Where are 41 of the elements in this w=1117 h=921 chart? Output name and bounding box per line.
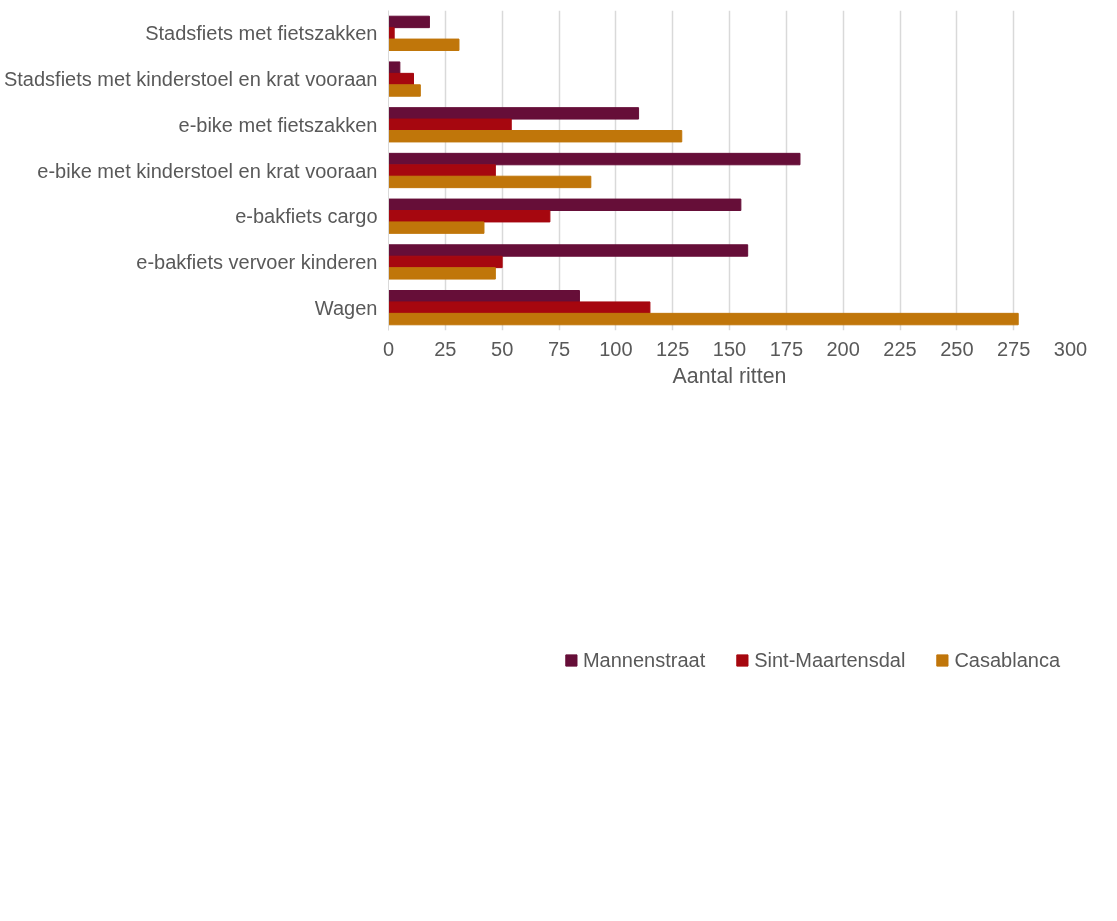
bar [388,38,460,51]
x-tick-label: 275 [996,337,1031,360]
legend-label: Sint-Maartensdal [754,648,906,672]
x-tick-label: 50 [491,337,514,360]
bar [388,198,742,211]
x-tick-label: 300 [1053,337,1088,360]
x-tick-label: 125 [655,337,690,360]
bar [388,130,683,143]
x-tick-label: 250 [940,337,974,360]
bar [388,221,485,234]
bar [388,164,496,177]
x-tick-label: 75 [547,337,571,360]
bar [388,107,640,120]
bar [388,84,421,97]
x-tick-label: 0 [382,337,395,360]
bar [388,175,592,189]
bar [388,118,512,131]
bar [388,312,1019,326]
bar [388,15,430,29]
y-tick-label: Wagen [314,296,378,319]
bar [388,267,496,280]
legend-label: Mannenstraat [582,648,706,672]
x-tick-label: 175 [769,337,804,360]
x-tick-label: 225 [883,337,917,360]
bar [388,244,749,257]
bar [388,210,551,223]
x-tick-label: 25 [434,337,457,360]
legend-label: Casablanca [954,648,1060,672]
x-axis-title: Aantal ritten [672,363,787,388]
x-tick-label: 200 [826,337,860,360]
y-tick-label: e-bakfiets vervoer kinderen [136,250,378,273]
y-tick-label: Stadsfiets met kinderstoel en krat vooraan [3,68,378,91]
x-tick-label: 150 [712,337,747,360]
y-tick-label: e-bike met fietszakken [178,113,378,136]
bar [388,301,651,314]
y-tick-label: e-bike met kinderstoel en krat vooraan [37,159,378,182]
x-tick-label: 100 [599,337,633,360]
bar [388,152,801,166]
y-tick-label: Stadsfiets met fietszakken [145,22,378,45]
bar [388,61,401,74]
y-tick-label: e-bakfiets cargo [235,205,378,228]
